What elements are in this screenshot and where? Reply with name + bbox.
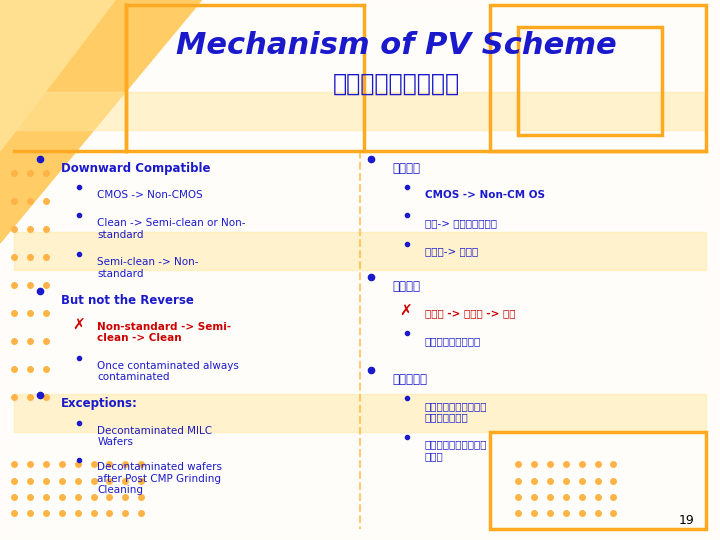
- Polygon shape: [0, 0, 115, 151]
- Bar: [490, 5, 706, 151]
- Polygon shape: [0, 0, 202, 243]
- Text: 19: 19: [679, 514, 695, 526]
- Text: CMOS -> Non-CMOS: CMOS -> Non-CMOS: [97, 190, 203, 200]
- Text: Clean -> Semi-clean or Non-
standard: Clean -> Semi-clean or Non- standard: [97, 218, 246, 240]
- Bar: [518, 27, 662, 135]
- Text: 不准掉頭: 不准掉頭: [392, 280, 420, 293]
- Text: Semi-clean -> Non-
standard: Semi-clean -> Non- standard: [97, 257, 199, 279]
- Text: Exceptions:: Exceptions:: [61, 397, 138, 410]
- Text: Non-standard -> Semi-
clean -> Clean: Non-standard -> Semi- clean -> Clean: [97, 322, 231, 343]
- Bar: [490, 432, 706, 529]
- Bar: [14, 92, 706, 130]
- Text: ✗: ✗: [72, 318, 85, 333]
- Text: But not the Reverse: But not the Reverse: [61, 294, 194, 307]
- Text: 工藝驗證指引的機制: 工藝驗證指引的機制: [333, 72, 459, 96]
- Text: 例外情況：: 例外情況：: [392, 373, 428, 386]
- Text: 半潔淨-> 非常規: 半潔淨-> 非常規: [425, 246, 478, 256]
- Text: 經過除污的金屬誘導橫
向晶體化的晶片: 經過除污的金屬誘導橫 向晶體化的晶片: [425, 401, 487, 422]
- Text: Decontaminated wafers
after Post CMP Grinding
Cleaning: Decontaminated wafers after Post CMP Gri…: [97, 462, 222, 495]
- Text: Decontaminated MILC
Wafers: Decontaminated MILC Wafers: [97, 426, 212, 447]
- Text: ✗: ✗: [400, 303, 413, 319]
- Text: 經過除污的化學機械拋
光晶片: 經過除污的化學機械拋 光晶片: [425, 440, 487, 461]
- Text: CMOS -> Non-CM OS: CMOS -> Non-CM OS: [425, 190, 545, 200]
- Text: 非常規 -> 半潔淨 -> 潔淨: 非常規 -> 半潔淨 -> 潔淨: [425, 308, 516, 318]
- Text: Downward Compatible: Downward Compatible: [61, 162, 211, 175]
- Text: 一被污染，永遠污染: 一被污染，永遠污染: [425, 336, 481, 346]
- Text: 向下兼容: 向下兼容: [392, 162, 420, 175]
- Bar: [14, 394, 706, 432]
- Bar: [14, 232, 706, 270]
- Text: Mechanism of PV Scheme: Mechanism of PV Scheme: [176, 31, 616, 60]
- Text: 潔淨-> 半潔淨或非常規: 潔淨-> 半潔淨或非常規: [425, 218, 497, 228]
- Text: Once contaminated always
contaminated: Once contaminated always contaminated: [97, 361, 239, 382]
